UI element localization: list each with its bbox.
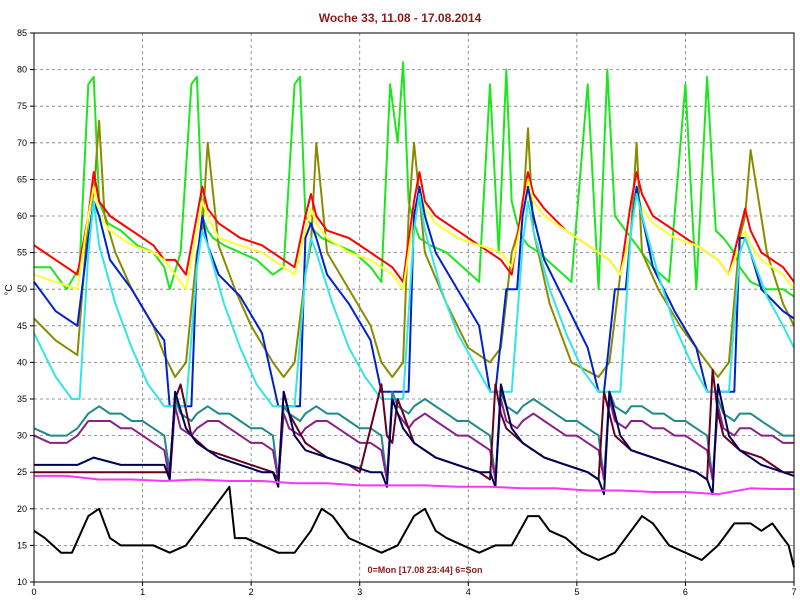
series-line-8 [33, 398, 794, 481]
y-tick-label: 35 [17, 394, 27, 404]
series-line-3 [33, 171, 795, 283]
x-tick-label: 4 [466, 587, 471, 597]
x-tick-label: 7 [791, 587, 796, 597]
series-group [33, 61, 795, 568]
y-tick-label: 25 [17, 467, 27, 477]
y-tick-label: 60 [17, 211, 27, 221]
y-tick-label: 30 [17, 431, 27, 441]
series-line-11 [34, 474, 794, 496]
x-tick-label: 1 [140, 587, 145, 597]
series-line-12 [33, 485, 795, 568]
y-tick-label: 20 [17, 504, 27, 514]
series-line-6 [33, 193, 795, 408]
series-line-10 [34, 383, 795, 496]
axes [30, 32, 795, 586]
chart-title: Woche 33, 11.08 - 17.08.2014 [319, 11, 482, 25]
x-tick-label: 0 [31, 587, 36, 597]
y-tick-label: 80 [17, 65, 27, 75]
x-tick-label: 5 [574, 587, 579, 597]
y-tick-label: 65 [17, 174, 27, 184]
y-tick-label: 75 [17, 101, 27, 111]
plot-frame [33, 32, 795, 583]
x-tick-label: 2 [249, 587, 254, 597]
y-tick-label: 55 [17, 248, 27, 258]
y-tick-label: 15 [17, 540, 27, 550]
y-tick-label: 45 [17, 321, 27, 331]
y-tick-label: 50 [17, 284, 27, 294]
y-tick-label: 40 [17, 357, 27, 367]
footer-note: 0=Mon [17.08 23:44] 6=Son [367, 565, 482, 575]
y-tick-label: 70 [17, 138, 27, 148]
y-axis-label: °C [4, 284, 15, 295]
y-tick-label: 85 [17, 28, 27, 38]
y-tick-label: 10 [17, 577, 27, 587]
x-tick-label: 3 [357, 587, 362, 597]
series-line-7 [33, 390, 794, 481]
x-tick-label: 6 [683, 587, 688, 597]
series-line-2 [33, 119, 795, 378]
